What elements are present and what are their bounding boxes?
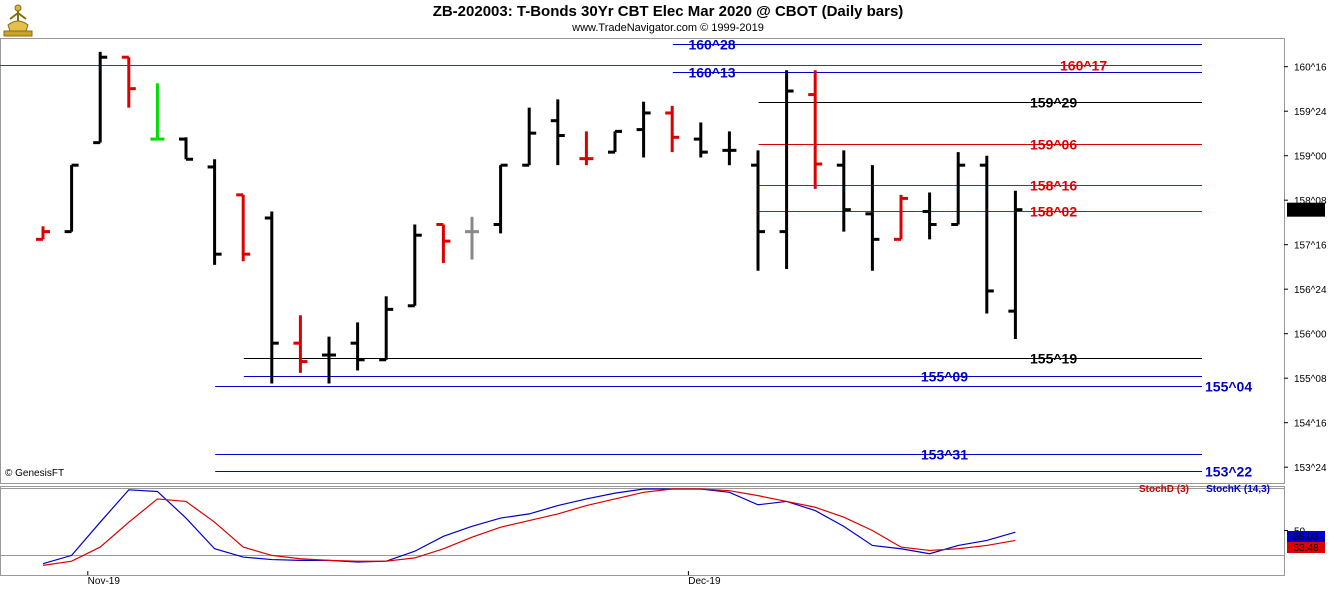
level-label: 158^02 [1030,204,1077,220]
y-tick-label: 156^00 [1294,330,1327,341]
y-tick-label: 156^24 [1294,285,1327,296]
chart-frame [0,38,1285,576]
y-tick-label: 160^16 [1294,63,1327,74]
y-tick-label: 159^24 [1294,107,1327,118]
level-label: 160^28 [688,37,735,53]
level-label: 160^17 [1060,58,1107,74]
genesis-logo-icon [2,3,34,37]
level-label: 155^04 [1205,379,1252,395]
y-tick-label: 154^16 [1294,419,1327,430]
level-label: 158^16 [1030,178,1077,194]
price-axis: 160^16 159^24 159^00 158^08 157^16 156^24 156^… [1284,63,1327,474]
level-label: 155^19 [1030,351,1077,367]
stoch-readout-box [1287,542,1325,553]
level-lines: 160^28 160^13 160^17 159^29 159^06 158^16 158^… [0,37,1252,480]
chart-subtitle: www.TradeNavigator.com © 1999-2019 [572,22,764,34]
level-label: 153^22 [1205,464,1252,480]
legend-stochd: StochD (3) [1139,484,1189,495]
last-price-marker: 158^03 [1287,202,1325,217]
chart-title: ZB-202003: T-Bonds 30Yr CBT Elec Mar 202… [432,3,904,20]
level-label: 159^29 [1030,95,1077,111]
stoch-readout-box [1287,531,1325,542]
level-label: 155^09 [921,369,968,385]
y-tick-label: 159^00 [1294,152,1327,163]
legend-stochk: StochK (14,3) [1206,484,1270,495]
date-axis: Nov-19 Dec-19 [87,571,721,587]
stoch-series-line [42,488,1016,565]
x-tick-label: Nov-19 [88,576,121,587]
y-tick-label: 155^08 [1294,374,1327,385]
last-price-box [1287,202,1325,217]
level-label: 160^13 [688,65,735,81]
stoch-readout-label: 38.03 [1293,532,1318,543]
y-tick-label: 158^08 [1294,196,1327,207]
x-tick-label: Dec-19 [688,576,721,587]
level-label: 153^31 [921,447,968,463]
y-tick-label: 157^16 [1294,241,1327,252]
y-tick-label: 153^24 [1294,463,1327,474]
level-label: 159^06 [1030,137,1077,153]
stoch-readout-label: 33.48 [1293,543,1318,554]
last-price-label: 158^03 [1290,206,1323,217]
stoch-series-line [42,488,1016,566]
price-bars [36,51,1023,384]
copyright-note: © GenesisFT [5,468,65,479]
